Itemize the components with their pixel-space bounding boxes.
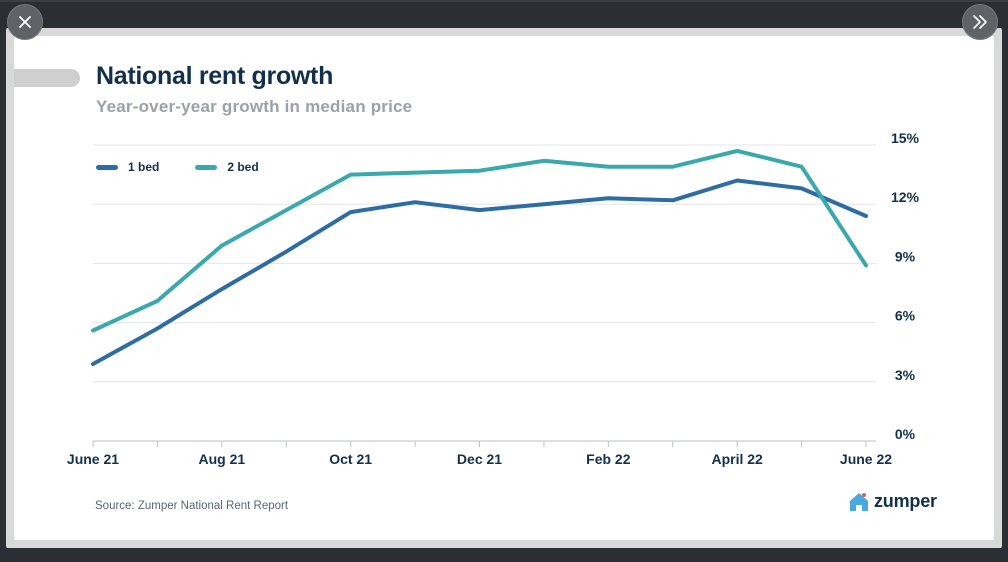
y-tick-label: 12%	[891, 189, 920, 205]
x-tick-label: June 21	[67, 451, 119, 467]
x-tick-label: Feb 22	[586, 451, 631, 467]
x-tick-label: Aug 21	[198, 451, 245, 467]
series-line-1-bed	[91, 178, 868, 366]
legend-label-2-bed: 2 bed	[227, 160, 259, 174]
legend: 1 bed 2 bed	[96, 160, 281, 174]
x-tick-label: June 22	[840, 451, 892, 467]
close-button[interactable]	[7, 4, 43, 40]
chart-title: National rent growth	[96, 62, 334, 90]
legend-swatch-1-bed	[96, 164, 118, 170]
chart-card	[14, 36, 994, 540]
y-tick-label: 15%	[891, 130, 920, 146]
chart-subtitle: Year-over-year growth in median price	[96, 97, 413, 116]
x-tick-label: Oct 21	[329, 451, 372, 467]
brand-logo: zumper	[848, 491, 937, 512]
legend-label-1-bed: 1 bed	[128, 160, 160, 174]
legend-swatch-2-bed	[195, 164, 218, 170]
y-tick-label: 6%	[895, 308, 916, 324]
top-edge	[0, 0, 1008, 2]
legend-item-2-bed: 2 bed	[195, 160, 259, 174]
x-tick-label: Dec 21	[457, 451, 502, 467]
next-button[interactable]	[962, 4, 998, 40]
y-tick-label: 0%	[895, 426, 916, 442]
brand-name: zumper	[874, 491, 937, 511]
tab-stub	[14, 69, 80, 87]
house-icon	[850, 492, 868, 511]
x-tick-label: April 22	[711, 451, 763, 467]
source-note: Source: Zumper National Rent Report	[95, 500, 289, 512]
y-tick-label: 3%	[895, 367, 916, 383]
close-icon	[19, 16, 31, 28]
y-tick-label: 9%	[895, 248, 916, 264]
legend-item-1-bed: 1 bed	[96, 160, 159, 174]
double-chevron-right-icon	[973, 15, 987, 29]
series-line-2-bed	[91, 148, 868, 333]
